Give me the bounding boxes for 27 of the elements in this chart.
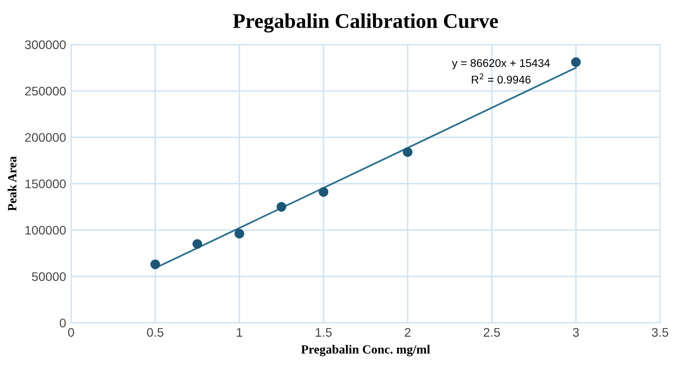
point [402,147,413,157]
point [150,259,160,270]
point [276,202,286,212]
point [234,228,244,239]
x-tick-label: 0.5 [147,328,164,337]
x-axis-title: Pregabalin Conc. mg/ml [301,344,430,356]
y-axis-title: Peak Area [8,156,16,211]
x-tick-label: 3.5 [652,328,668,337]
annotation: R$^{2}$ = 0.9946 [472,73,531,84]
y-tick-label: 100000 [25,226,66,235]
x-tick-label: 0 [68,328,74,337]
point [571,57,581,68]
chart-title: Pregabalin Calibration Curve [233,13,498,32]
x-tick-label: 3 [572,328,579,337]
point [318,187,328,197]
x-tick-label: 2.5 [484,328,500,337]
y-tick-label: 150000 [25,179,66,188]
x-tick-label: 2 [404,328,410,337]
x-tick-label: 1 [236,328,242,337]
annotation: y = 86620x + 15434 [452,59,550,70]
y-tick-label: 50000 [32,272,66,282]
y-tick-label: 0 [60,318,66,328]
y-tick-label: 250000 [25,86,66,96]
point [192,239,202,249]
y-tick-label: 200000 [25,133,66,142]
x-tick-label: 1.5 [316,328,332,337]
y-tick-label: 300000 [24,40,66,50]
